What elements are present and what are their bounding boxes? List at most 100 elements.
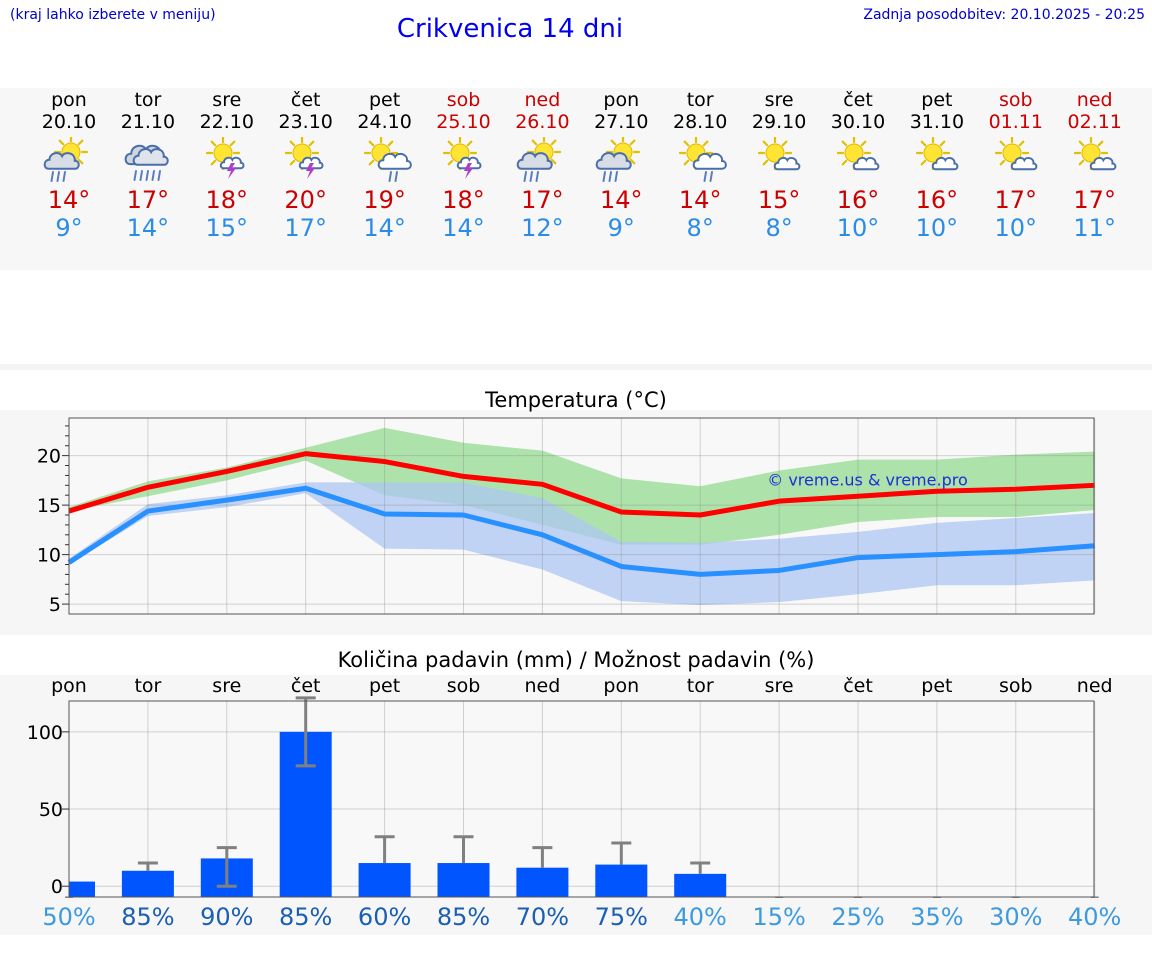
day-name: pon: [51, 89, 87, 111]
max-temperature: 14°: [600, 186, 643, 214]
daily-forecast-strip: pon 20.10 14° 9° tor 21.10 17° 14° sre 22.10 18° 15…: [0, 88, 1152, 270]
day-date: 21.10: [120, 111, 176, 133]
day-name: sob: [999, 89, 1033, 111]
day-date: 25.10: [436, 111, 491, 133]
day-column: tor 21.10 17° 14°: [108, 88, 188, 242]
precipitation-day-label: pon: [603, 675, 639, 697]
precipitation-probability: 40%: [1068, 903, 1122, 931]
precipitation-day-label: ned: [525, 675, 561, 697]
day-name: čet: [843, 89, 873, 111]
precipitation-bar: [358, 863, 411, 897]
min-temperature: 10°: [994, 214, 1038, 242]
min-temperature: 8°: [765, 214, 793, 242]
sun-small-cloud-icon: [915, 137, 959, 171]
precipitation-probability: 25%: [831, 903, 885, 931]
watermark: © vreme.us & vreme.pro: [767, 470, 968, 489]
max-temperature: 17°: [521, 186, 564, 214]
min-temperature: 14°: [126, 214, 170, 242]
sun-cloud-rain-icon: [595, 137, 641, 182]
min-temperature: 17°: [284, 214, 327, 242]
sun-thunder-icon: [205, 137, 245, 179]
temperature-chart-title: Temperatura (°C): [485, 388, 667, 412]
min-temperature: 8°: [686, 214, 714, 242]
min-temperature: 15°: [205, 214, 249, 242]
day-date: 30.10: [830, 111, 886, 133]
day-name: tor: [686, 89, 714, 111]
precipitation-bar: [516, 867, 569, 897]
min-temperature: 9°: [55, 214, 83, 242]
day-date: 02.11: [1067, 111, 1122, 133]
min-temperature: 11°: [1073, 214, 1116, 242]
day-name: pet: [368, 89, 401, 111]
y-tick-label: 50: [39, 799, 63, 821]
precipitation-day-label: pon: [51, 675, 87, 697]
temperature-chart: 5 10 15 20 © vreme.us & vreme.pro: [37, 417, 1096, 616]
location-menu-hint: (kraj lahko izberete v meniju): [10, 7, 216, 23]
day-column: čet 23.10 20° 17°: [266, 88, 346, 242]
day-column: sob 01.11 17° 10°: [976, 88, 1056, 242]
cloud-heavy-rain-icon: [124, 144, 169, 181]
day-date: 31.10: [909, 111, 965, 133]
day-column: sre 22.10 18° 15°: [187, 88, 267, 242]
min-temperature: 14°: [363, 214, 406, 242]
precipitation-day-label: sre: [765, 675, 794, 697]
y-tick-label: 0: [51, 876, 63, 898]
plot-frame: [68, 700, 1095, 898]
precipitation-chart-title: Količina padavin (mm) / Možnost padavin …: [337, 648, 815, 672]
precipitation-day-label: pet: [369, 675, 400, 697]
day-column: pon 20.10 14° 9°: [29, 88, 109, 242]
day-date: 20.10: [41, 111, 97, 133]
max-temperature: 15°: [757, 186, 801, 214]
max-temperature: 17°: [126, 186, 170, 214]
max-temperature: 18°: [442, 186, 485, 214]
day-date: 01.11: [988, 111, 1043, 133]
precipitation-day-label: tor: [687, 675, 714, 697]
precipitation-day-label: sre: [212, 675, 241, 697]
precipitation-probability: 85%: [436, 903, 491, 931]
min-temperature: 10°: [915, 214, 959, 242]
plot-frame: [68, 417, 1095, 615]
day-date: 28.10: [672, 111, 728, 133]
precipitation-day-label: pet: [921, 675, 952, 697]
max-temperature: 17°: [1073, 186, 1116, 214]
day-column: pet 31.10 16° 10°: [897, 88, 977, 242]
precipitation-probability: 60%: [357, 903, 412, 931]
sun-cloud-rain-icon: [43, 137, 89, 182]
sun-cloud-light-rain-icon: [679, 137, 728, 182]
precipitation-probability: 75%: [594, 903, 648, 931]
min-temperature: 9°: [607, 214, 635, 242]
max-temperature-line: [68, 451, 1095, 518]
precipitation-bar: [121, 870, 174, 897]
y-tick-label: 20: [37, 446, 61, 468]
precipitation-probability: 35%: [910, 903, 964, 931]
precipitation-day-label: čet: [291, 675, 321, 697]
max-temperature: 17°: [994, 186, 1038, 214]
divider: [0, 364, 1152, 370]
precipitation-day-label: sob: [447, 675, 481, 697]
day-name: pet: [921, 89, 953, 111]
precipitation-probability: 15%: [752, 903, 806, 931]
day-date: 27.10: [594, 111, 649, 133]
sun-small-cloud-icon: [836, 137, 880, 171]
sun-thunder-icon: [442, 137, 481, 179]
max-temperature: 19°: [363, 186, 406, 214]
y-tick-label: 5: [49, 594, 61, 616]
min-temperature-range-band: [69, 482, 1095, 606]
precipitation-bar: [437, 863, 490, 897]
sun-cloud-rain-icon: [517, 137, 562, 182]
max-temperature: 20°: [284, 186, 327, 214]
day-name: tor: [134, 89, 162, 111]
max-temperature: 16°: [915, 186, 959, 214]
min-temperature: 14°: [442, 214, 485, 242]
day-name: pon: [603, 89, 640, 111]
precipitation-bar: [595, 864, 648, 897]
day-name: ned: [1076, 89, 1113, 111]
precipitation-day-label: čet: [843, 675, 873, 697]
precipitation-probability: 30%: [989, 903, 1043, 931]
day-column: čet 30.10 16° 10°: [818, 88, 898, 242]
y-tick-label: 10: [37, 545, 61, 567]
page-title: Crikvenica 14 dni: [396, 14, 624, 44]
precipitation-bar: [674, 873, 727, 897]
precipitation-probability: 50%: [42, 903, 96, 931]
day-column: ned 26.10 17° 12°: [502, 88, 582, 242]
